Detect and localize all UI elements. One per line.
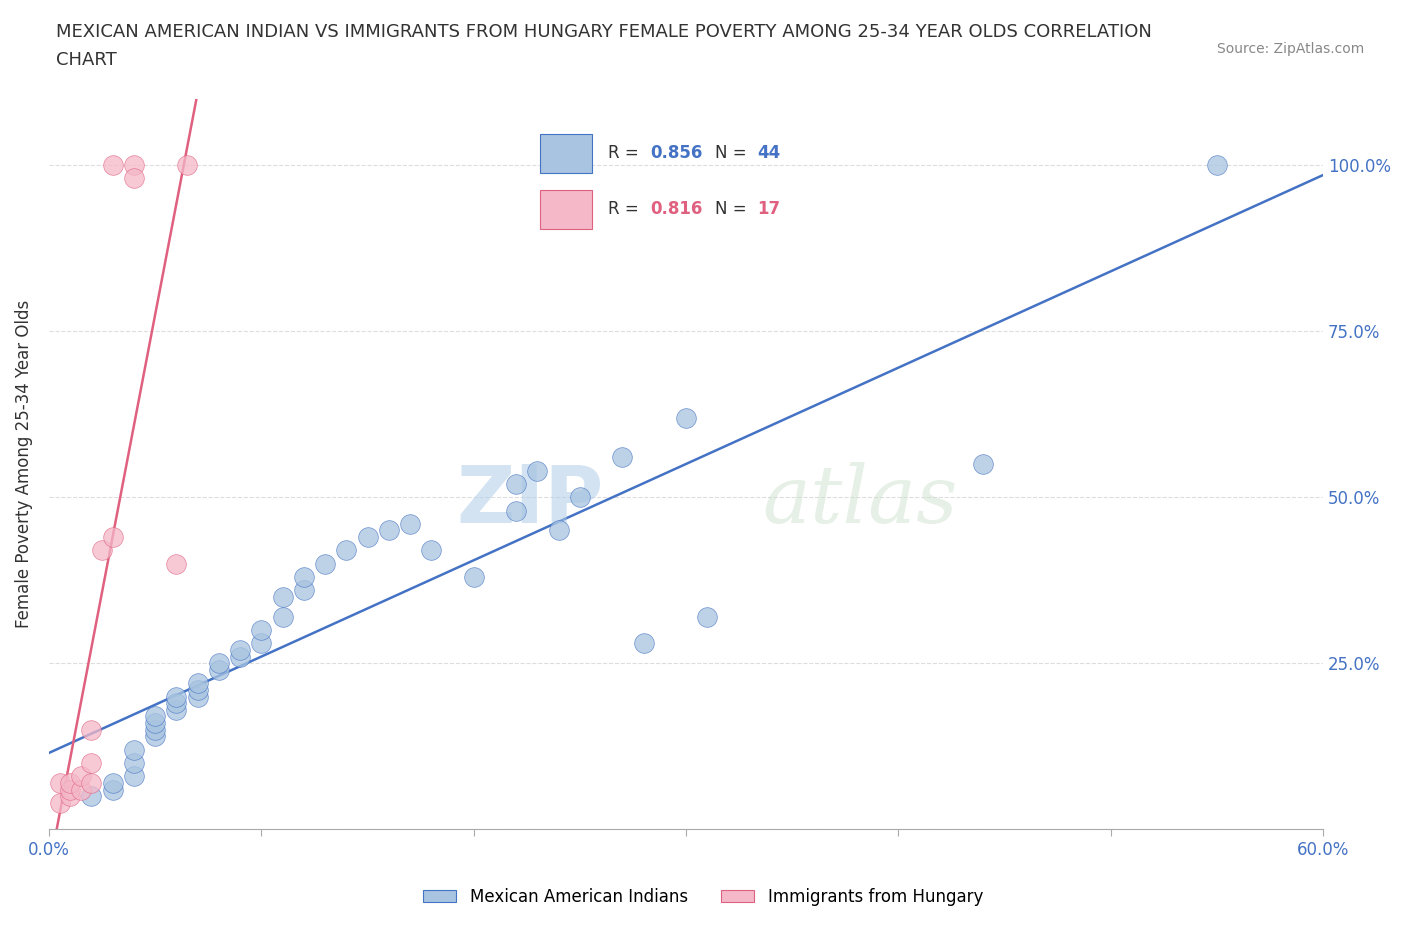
Text: R =: R = <box>609 200 644 219</box>
Point <box>122 769 145 784</box>
Point <box>399 516 422 531</box>
Point <box>176 158 198 173</box>
Text: 0.856: 0.856 <box>650 144 703 163</box>
Point <box>48 776 70 790</box>
Point <box>505 503 527 518</box>
Point <box>101 776 124 790</box>
Bar <box>540 134 592 173</box>
Point <box>48 795 70 810</box>
Text: R =: R = <box>609 144 644 163</box>
Point <box>143 723 166 737</box>
Point <box>122 742 145 757</box>
Point <box>463 569 485 584</box>
Text: 0.816: 0.816 <box>650 200 703 219</box>
Point <box>59 789 82 804</box>
Point <box>229 649 252 664</box>
Point <box>356 530 378 545</box>
Text: atlas: atlas <box>762 462 957 539</box>
Point <box>271 590 294 604</box>
Point <box>187 676 209 691</box>
Point <box>1206 158 1229 173</box>
Text: N =: N = <box>714 144 752 163</box>
Point <box>250 623 273 638</box>
Point <box>101 530 124 545</box>
Point <box>696 609 718 624</box>
Point <box>80 776 103 790</box>
Point <box>80 723 103 737</box>
Point <box>675 410 697 425</box>
Point <box>250 636 273 651</box>
Point <box>80 789 103 804</box>
Point <box>314 556 336 571</box>
Point <box>165 689 187 704</box>
Text: MEXICAN AMERICAN INDIAN VS IMMIGRANTS FROM HUNGARY FEMALE POVERTY AMONG 25-34 YE: MEXICAN AMERICAN INDIAN VS IMMIGRANTS FR… <box>56 23 1152 41</box>
Point <box>972 457 994 472</box>
Bar <box>540 190 592 229</box>
Point <box>547 523 569 538</box>
Text: 17: 17 <box>756 200 780 219</box>
Point <box>122 171 145 186</box>
Point <box>101 158 124 173</box>
Point <box>187 683 209 698</box>
Point <box>526 463 548 478</box>
Point <box>633 636 655 651</box>
Text: 44: 44 <box>756 144 780 163</box>
Point <box>568 490 591 505</box>
Point <box>59 782 82 797</box>
Point <box>143 716 166 731</box>
Text: Source: ZipAtlas.com: Source: ZipAtlas.com <box>1216 42 1364 56</box>
Legend: Mexican American Indians, Immigrants from Hungary: Mexican American Indians, Immigrants fro… <box>416 881 990 912</box>
Point <box>292 583 315 598</box>
Point <box>69 769 91 784</box>
Point <box>420 543 443 558</box>
Text: ZIP: ZIP <box>456 461 603 539</box>
Text: N =: N = <box>714 200 752 219</box>
Point <box>271 609 294 624</box>
Point <box>143 709 166 724</box>
Point <box>101 782 124 797</box>
Point <box>165 556 187 571</box>
Point <box>208 656 231 671</box>
Point <box>122 158 145 173</box>
Point <box>377 523 399 538</box>
Text: CHART: CHART <box>56 51 117 69</box>
Point <box>335 543 357 558</box>
Point <box>143 729 166 744</box>
Point <box>80 755 103 770</box>
Point <box>187 689 209 704</box>
Point <box>229 643 252 658</box>
Point <box>91 543 114 558</box>
Point <box>59 776 82 790</box>
Point <box>165 696 187 711</box>
Point <box>165 702 187 717</box>
Point <box>208 662 231 677</box>
Point <box>505 476 527 491</box>
Point <box>612 450 634 465</box>
Point <box>69 782 91 797</box>
Point <box>292 569 315 584</box>
Point <box>122 755 145 770</box>
Y-axis label: Female Poverty Among 25-34 Year Olds: Female Poverty Among 25-34 Year Olds <box>15 299 32 628</box>
